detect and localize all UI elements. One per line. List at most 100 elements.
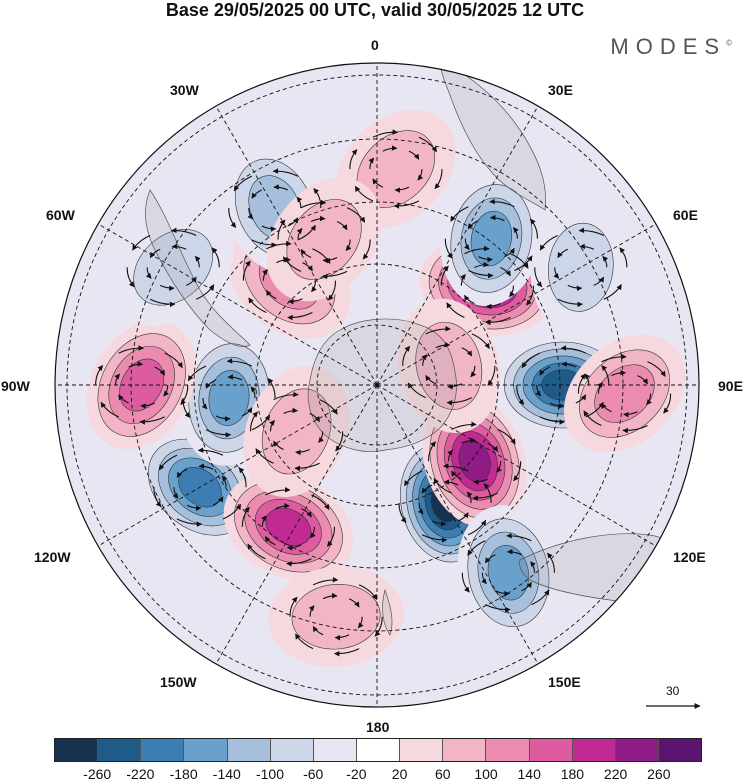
wind-arrow — [358, 584, 378, 600]
wind-arrow — [425, 325, 451, 335]
wind-arrow — [227, 374, 243, 381]
wind-arrow — [539, 416, 565, 425]
wind-arrow — [602, 255, 609, 268]
wind-arrow — [374, 616, 383, 637]
wind-arrow — [500, 266, 511, 277]
wind-arrow — [95, 365, 104, 386]
anomaly-contour — [291, 583, 381, 650]
wind-arrow — [297, 224, 316, 241]
colorbar-tick-label: -180 — [169, 766, 198, 782]
wind-arrow — [461, 437, 477, 444]
wind-arrow — [567, 284, 583, 292]
wind-arrow — [549, 402, 565, 409]
colorbar-segment — [400, 739, 444, 761]
wind-arrow — [100, 401, 119, 418]
wind-arrow — [266, 240, 292, 250]
wind-arrow — [158, 454, 178, 471]
new-zealand-outline — [382, 588, 393, 636]
meridian-line — [97, 223, 378, 386]
wind-arrow — [510, 253, 529, 269]
wind-arrow — [228, 207, 237, 228]
wind-arrow — [296, 196, 303, 209]
wind-arrow — [247, 543, 266, 560]
wind-arrow — [310, 215, 326, 222]
wind-arrow — [461, 347, 473, 357]
wind-arrow — [313, 188, 322, 209]
wind-arrow — [286, 544, 302, 551]
wind-arrow — [318, 431, 324, 443]
wind-arrow — [467, 220, 479, 230]
colorbar-tick-label: -20 — [346, 766, 367, 782]
wind-arrow — [335, 431, 344, 452]
wind-arrow — [154, 366, 166, 376]
wind-arrow — [255, 448, 274, 464]
wind-arrow — [496, 461, 502, 473]
wind-arrow — [300, 248, 312, 259]
wind-vectors — [95, 129, 672, 657]
wind-arrow — [233, 175, 253, 192]
wind-arrow — [434, 169, 443, 190]
wind-arrow — [483, 483, 492, 504]
wind-arrow — [404, 470, 423, 487]
wind-arrow — [560, 345, 587, 354]
wind-arrow — [266, 289, 277, 300]
wind-arrow — [421, 534, 448, 543]
wind-arrow — [322, 257, 338, 264]
wind-arrow — [421, 484, 433, 494]
wind-arrow — [513, 461, 522, 482]
colorbar-tick-label: -100 — [255, 766, 285, 782]
wind-arrow — [466, 491, 473, 504]
wind-arrow — [622, 425, 648, 434]
wind-arrow — [277, 219, 286, 240]
wind-arrow — [300, 199, 327, 209]
wind-arrow — [467, 519, 487, 536]
wind-arrow — [431, 520, 447, 527]
wind-arrow — [497, 428, 516, 445]
meridian-line — [376, 223, 657, 386]
wind-arrow — [269, 419, 275, 432]
wind-arrow — [176, 468, 188, 478]
wind-arrow — [647, 361, 666, 377]
colorbar-segment — [486, 739, 530, 761]
colorbar-tick-label: 220 — [603, 766, 628, 782]
wind-arrow — [504, 247, 515, 258]
wind-arrow — [187, 365, 207, 382]
colorbar-segment — [98, 739, 142, 761]
wind-arrow — [301, 508, 312, 518]
map-title: Base 29/05/2025 00 UTC, valid 30/05/2025… — [165, 0, 585, 20]
wind-arrow — [164, 352, 183, 369]
wind-arrow — [294, 462, 320, 472]
wind-arrow — [128, 361, 144, 368]
colorbar-segment — [356, 739, 401, 761]
colorbar-segment — [184, 739, 228, 761]
lon-label-150w: 150W — [160, 674, 197, 690]
wind-arrow — [450, 206, 469, 222]
wind-arrow — [250, 386, 257, 399]
anomaly-contour — [208, 370, 250, 426]
wind-arrow — [446, 302, 465, 318]
wind-arrow — [601, 365, 610, 386]
wind-arrow — [267, 378, 276, 399]
lon-label-30e: 30E — [548, 82, 573, 98]
anomaly-contour — [487, 545, 530, 601]
meridian-line — [97, 384, 378, 547]
map-border — [54, 62, 700, 708]
wind-arrow — [289, 596, 298, 617]
copyright-mark: © — [726, 38, 732, 48]
wind-arrow — [506, 548, 522, 556]
wind-arrow — [310, 526, 316, 539]
wind-arrow — [474, 261, 489, 268]
wind-arrow — [447, 449, 453, 462]
wind-arrow — [611, 369, 626, 377]
meridian-line — [376, 384, 657, 547]
wind-arrow — [275, 502, 290, 510]
anomaly-contour — [286, 199, 362, 280]
wind-arrow — [575, 394, 587, 404]
anomaly-contour — [415, 321, 483, 410]
wind-arrow — [322, 592, 338, 600]
antarctica-outline — [307, 318, 457, 452]
wind-arrow — [418, 136, 437, 153]
wind-arrow — [435, 341, 451, 349]
wind-arrow — [597, 382, 603, 394]
wind-arrow — [241, 506, 250, 527]
